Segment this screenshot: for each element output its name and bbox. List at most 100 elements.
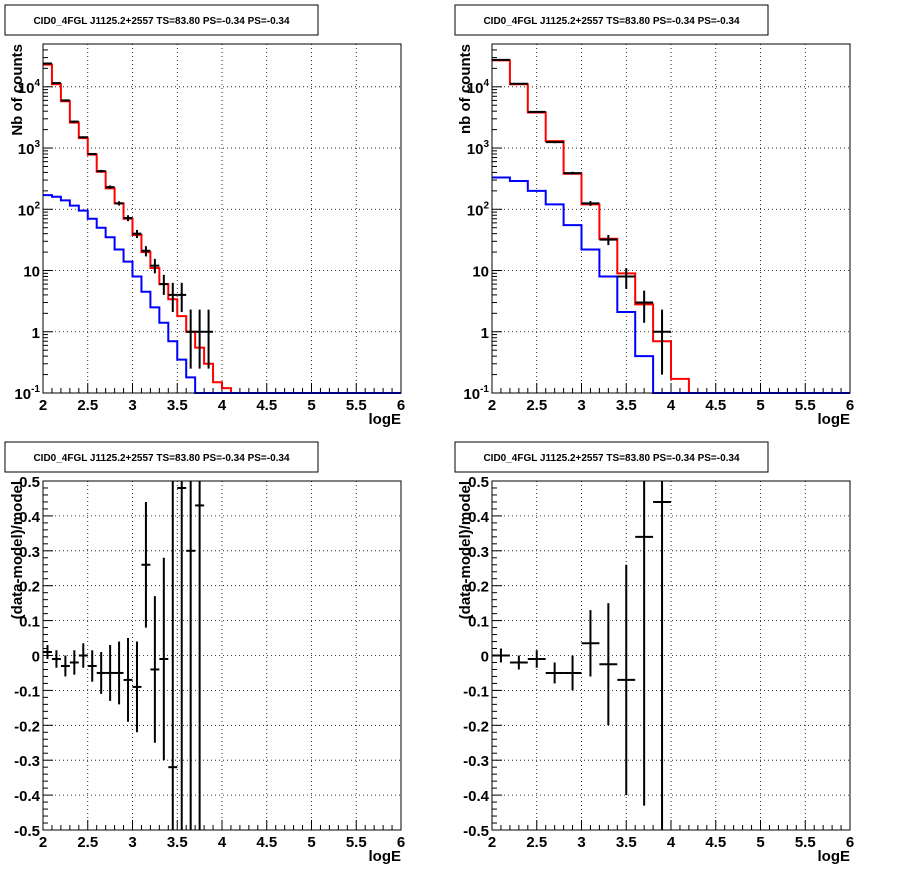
data-point xyxy=(132,641,142,733)
data-point xyxy=(114,201,124,206)
y-tick-label: 0.5 xyxy=(19,474,40,491)
data-point xyxy=(60,655,70,677)
x-tick-label: 2.5 xyxy=(526,834,547,851)
plot-frame xyxy=(491,480,851,831)
y-tick-label: 0.4 xyxy=(468,509,490,526)
y-tick-label: 104 xyxy=(467,78,490,97)
data-point xyxy=(69,120,79,123)
x-tick-label: 2.5 xyxy=(77,834,98,851)
y-tick-label: 0.4 xyxy=(19,509,41,526)
data-point xyxy=(177,481,187,830)
x-tick-label: 6 xyxy=(846,834,854,851)
data-point xyxy=(150,258,160,274)
data-point xyxy=(141,501,151,628)
y-tick-label: -0.3 xyxy=(14,753,40,770)
y-axis-title: (data-model)/model xyxy=(9,481,26,619)
x-tick-label: 6 xyxy=(397,397,405,414)
y-tick-label: -0.4 xyxy=(463,788,490,805)
x-tick-label: 3.5 xyxy=(616,834,637,851)
x-tick-label: 3 xyxy=(577,397,585,414)
series-1 xyxy=(492,59,850,394)
chart-4: CID0_4FGL J1125.2+2557 TS=83.80 PS=-0.34… xyxy=(454,441,854,865)
data-point xyxy=(545,141,564,144)
data-point xyxy=(635,481,654,806)
x-tick-label: 4 xyxy=(667,397,676,414)
data-point xyxy=(617,267,636,289)
chart-title: CID0_4FGL J1125.2+2557 TS=83.80 PS=-0.34… xyxy=(33,16,290,27)
data-point xyxy=(51,82,61,85)
x-tick-label: 2.5 xyxy=(77,397,98,414)
x-tick-label: 3.5 xyxy=(167,834,188,851)
x-axis-title: logE xyxy=(818,411,851,428)
data-point xyxy=(635,290,654,323)
x-tick-label: 2 xyxy=(39,397,47,414)
chart-title: CID0_4FGL J1125.2+2557 TS=83.80 PS=-0.34… xyxy=(33,453,290,464)
chart-title: CID0_4FGL J1125.2+2557 TS=83.80 PS=-0.34… xyxy=(483,16,740,27)
data-point xyxy=(186,481,196,830)
data-point xyxy=(509,82,528,85)
data-point xyxy=(105,185,115,189)
y-tick-label: -0.2 xyxy=(14,718,40,735)
data-point xyxy=(581,201,600,206)
x-tick-label: 5.5 xyxy=(346,834,367,851)
y-tick-label: 1 xyxy=(32,325,40,342)
series-1 xyxy=(492,481,671,830)
data-point xyxy=(69,650,79,675)
data-point xyxy=(563,171,582,175)
x-axis-title: logE xyxy=(369,411,402,428)
chart-2: CID0_4FGL J1125.2+2557 TS=83.80 PS=-0.34… xyxy=(454,4,854,428)
data-point xyxy=(60,99,70,102)
data-point xyxy=(87,650,97,682)
data-point xyxy=(96,169,106,173)
data-point xyxy=(204,309,214,369)
x-axis-title: logE xyxy=(369,848,402,865)
y-tick-label: 0.2 xyxy=(19,579,40,596)
histogram-line xyxy=(492,59,850,394)
data-point xyxy=(159,557,169,761)
grid xyxy=(492,481,850,830)
data-point xyxy=(150,596,160,743)
y-tick-label: 10-1 xyxy=(463,384,489,403)
data-point xyxy=(509,655,528,670)
data-point xyxy=(653,309,671,375)
y-tick-label: 102 xyxy=(467,200,490,219)
y-tick-label: 103 xyxy=(18,139,41,158)
y-tick-label: 0 xyxy=(32,649,40,666)
data-point xyxy=(51,650,61,668)
x-tick-label: 3 xyxy=(128,834,136,851)
y-tick-label: -0.5 xyxy=(14,823,40,840)
x-tick-label: 2.5 xyxy=(526,397,547,414)
y-tick-label: 103 xyxy=(467,139,490,158)
data-point xyxy=(195,309,205,369)
data-point xyxy=(78,136,88,139)
grid xyxy=(43,481,401,830)
y-tick-label: 102 xyxy=(18,200,41,219)
x-tick-label: 4 xyxy=(218,397,227,414)
x-tick-label: 4 xyxy=(218,834,227,851)
x-tick-label: 6 xyxy=(397,834,405,851)
data-point xyxy=(168,282,178,313)
x-tick-label: 5 xyxy=(307,397,315,414)
y-tick-label: 0.1 xyxy=(468,614,489,631)
data-point xyxy=(114,641,124,705)
y-tick-label: -0.1 xyxy=(14,683,40,700)
data-point xyxy=(563,655,582,691)
data-point xyxy=(87,152,97,155)
chart-1: CID0_4FGL J1125.2+2557 TS=83.80 PS=-0.34… xyxy=(4,4,405,428)
data-point xyxy=(599,235,618,246)
title-box xyxy=(4,4,319,36)
y-axis-title: (data-model)/model xyxy=(457,481,474,619)
data-point xyxy=(96,652,106,694)
title-box xyxy=(4,441,319,473)
x-tick-label: 5 xyxy=(756,834,764,851)
data-point xyxy=(653,481,671,830)
data-point xyxy=(123,638,133,722)
title-box xyxy=(454,441,769,473)
x-tick-label: 5 xyxy=(307,834,315,851)
y-tick-label: 0.5 xyxy=(468,474,489,491)
title-box xyxy=(454,4,769,36)
data-point xyxy=(581,610,600,677)
y-tick-label: 0.3 xyxy=(19,544,40,561)
chart-3: CID0_4FGL J1125.2+2557 TS=83.80 PS=-0.34… xyxy=(4,441,405,865)
